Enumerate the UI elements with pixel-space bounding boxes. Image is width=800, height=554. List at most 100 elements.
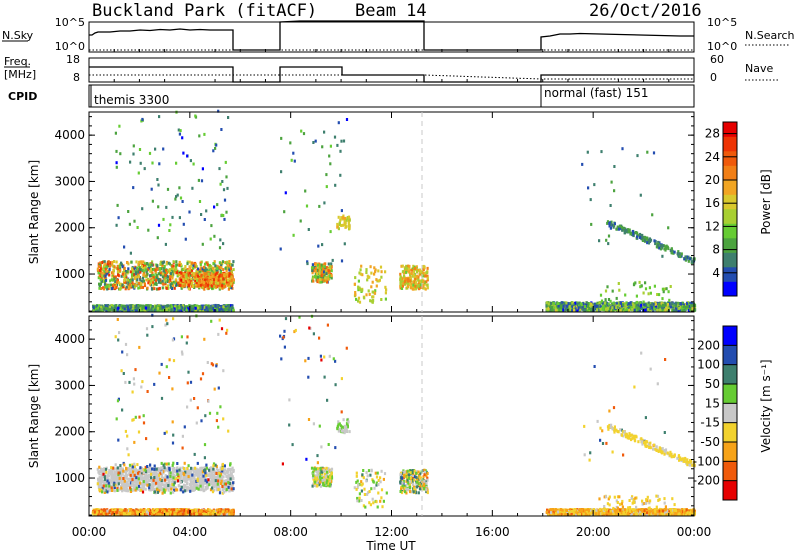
power-point — [221, 283, 224, 287]
power-point — [690, 301, 693, 305]
power-point — [346, 216, 349, 219]
power-point — [336, 143, 339, 147]
power-point — [207, 272, 210, 276]
power-colorbar-tick-label: 16 — [705, 196, 720, 210]
power-point — [180, 278, 183, 282]
power-point — [108, 267, 111, 271]
power-point — [145, 306, 148, 310]
power-point — [621, 228, 624, 232]
power-point — [410, 272, 413, 276]
power-point — [593, 183, 596, 187]
power-point — [228, 281, 231, 285]
power-point — [632, 283, 636, 287]
power-point — [643, 302, 646, 306]
power-point — [679, 255, 682, 259]
power-point — [114, 131, 117, 135]
power-point — [169, 283, 172, 287]
power-point — [312, 141, 315, 144]
power-point — [149, 274, 152, 278]
power-point — [113, 265, 116, 269]
power-point — [123, 245, 126, 249]
power-point — [224, 261, 227, 264]
power-point — [573, 305, 576, 309]
power-point — [99, 264, 102, 268]
power-point — [407, 277, 410, 281]
velocity-point — [185, 509, 188, 513]
power-point — [189, 267, 192, 270]
power-point — [403, 274, 406, 278]
power-point — [340, 216, 343, 220]
power-point — [215, 276, 218, 280]
power-point — [172, 260, 175, 264]
power-point — [120, 304, 123, 308]
power-point — [616, 225, 619, 229]
velocity-point — [151, 508, 154, 512]
power-point — [194, 304, 198, 308]
power-point — [201, 167, 204, 171]
power-point — [400, 284, 403, 288]
power-point — [359, 272, 362, 276]
power-y-tick-label: 2000 — [54, 221, 85, 235]
power-point — [205, 261, 208, 265]
power-point — [625, 228, 628, 232]
power-point — [146, 262, 149, 265]
power-point — [417, 275, 420, 279]
power-point — [607, 242, 610, 246]
nsky-frame — [88, 21, 695, 53]
power-point — [329, 162, 332, 166]
power-point — [103, 287, 106, 291]
power-point — [635, 294, 638, 298]
power-point — [155, 283, 158, 286]
power-point — [566, 304, 570, 308]
power-point — [221, 260, 225, 264]
power-point — [661, 303, 664, 307]
power-point — [369, 299, 372, 303]
power-point — [201, 304, 204, 308]
power-point — [154, 268, 157, 272]
power-point — [665, 245, 668, 249]
power-point — [115, 161, 118, 165]
power-point — [111, 306, 114, 310]
power-point — [230, 270, 233, 274]
velocity-point — [123, 509, 126, 513]
power-point — [102, 279, 105, 283]
power-point — [619, 301, 622, 305]
power-point — [172, 283, 175, 287]
power-point — [174, 197, 177, 201]
power-point — [631, 230, 634, 233]
power-point — [176, 193, 179, 197]
power-point — [226, 280, 229, 284]
cpid-label: CPID — [8, 90, 37, 103]
power-point — [136, 278, 139, 282]
power-point — [412, 264, 415, 268]
power-point — [223, 309, 226, 313]
power-point — [615, 302, 618, 306]
power-point — [659, 308, 662, 312]
power-point — [403, 277, 406, 281]
power-point — [137, 263, 140, 267]
power-point — [674, 304, 677, 308]
power-point — [149, 304, 152, 308]
power-point — [151, 305, 154, 309]
power-point — [204, 276, 207, 280]
power-point — [137, 286, 140, 290]
power-point — [154, 280, 158, 284]
power-point — [117, 216, 120, 220]
power-point — [115, 283, 118, 287]
power-point — [194, 114, 197, 118]
power-point — [183, 281, 187, 285]
power-point — [602, 305, 605, 309]
power-point — [219, 283, 222, 287]
power-point — [600, 150, 603, 154]
power-point — [114, 285, 117, 289]
power-point — [225, 175, 228, 179]
power-point — [569, 302, 572, 306]
power-point — [353, 282, 356, 286]
power-point — [685, 305, 688, 309]
power-point — [584, 305, 587, 309]
power-point — [228, 260, 231, 263]
power-point — [384, 285, 387, 289]
power-point — [423, 282, 426, 286]
nsearch-tick-bottom: 10^0 — [707, 40, 737, 53]
